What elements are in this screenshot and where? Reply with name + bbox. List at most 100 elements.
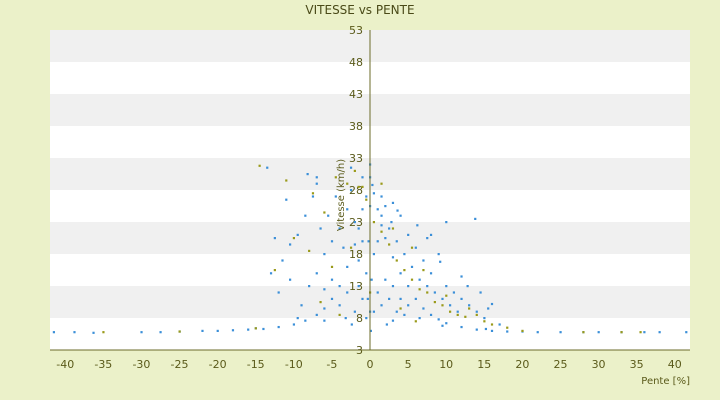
data-point xyxy=(414,320,417,323)
data-point xyxy=(102,331,105,334)
data-point xyxy=(449,304,452,307)
data-point xyxy=(399,307,402,310)
data-point xyxy=(449,310,452,313)
data-point xyxy=(346,182,349,185)
data-point xyxy=(350,323,353,326)
data-point xyxy=(582,331,585,334)
data-point xyxy=(433,291,436,294)
x-tick-label: -30 xyxy=(132,358,150,371)
data-point xyxy=(490,329,494,332)
x-tick-label: -35 xyxy=(94,358,112,371)
data-point xyxy=(484,327,488,331)
data-point xyxy=(315,182,318,185)
data-point xyxy=(391,256,395,259)
y-tick-label: 43 xyxy=(349,88,363,101)
data-point xyxy=(391,227,395,230)
x-tick-label: 40 xyxy=(668,358,682,371)
data-point xyxy=(445,322,448,325)
data-point xyxy=(475,313,478,316)
data-point xyxy=(285,198,288,201)
data-point xyxy=(422,307,425,310)
x-tick-label: -5 xyxy=(326,358,337,371)
data-point xyxy=(372,221,376,224)
data-point xyxy=(521,329,524,332)
data-point xyxy=(315,313,318,316)
data-point xyxy=(643,331,646,334)
data-point xyxy=(159,331,162,334)
data-point xyxy=(391,319,395,322)
data-point xyxy=(311,195,315,198)
data-point xyxy=(365,317,368,320)
data-point xyxy=(468,304,471,307)
data-point xyxy=(361,176,364,179)
data-point xyxy=(414,297,417,300)
data-point xyxy=(403,313,406,316)
data-point xyxy=(372,310,376,313)
data-point xyxy=(376,291,379,294)
data-point xyxy=(456,310,459,313)
data-point xyxy=(384,205,387,208)
data-point xyxy=(437,253,440,256)
data-point xyxy=(353,221,356,224)
data-point xyxy=(620,331,623,334)
data-point xyxy=(308,285,311,288)
data-point xyxy=(395,259,398,262)
data-point xyxy=(361,208,364,211)
y-axis-title: Vitesse (km/h) xyxy=(336,159,347,231)
y-tick-label: 23 xyxy=(349,216,363,229)
data-point xyxy=(475,328,478,331)
data-point xyxy=(658,331,661,334)
data-point xyxy=(52,331,56,334)
data-point xyxy=(292,237,296,240)
data-point xyxy=(441,304,444,307)
data-point xyxy=(396,209,399,212)
x-tick-label: 10 xyxy=(439,358,453,371)
data-point xyxy=(334,176,337,179)
data-point xyxy=(73,331,76,334)
data-point xyxy=(464,315,467,318)
data-point xyxy=(334,195,337,198)
data-point xyxy=(380,304,383,307)
data-point xyxy=(330,265,334,268)
data-point xyxy=(391,201,395,204)
x-tick-label: 30 xyxy=(592,358,606,371)
data-point xyxy=(380,230,383,233)
data-point xyxy=(380,224,383,227)
data-point xyxy=(380,214,383,217)
x-tick-label: 25 xyxy=(553,358,567,371)
data-point xyxy=(349,246,353,249)
data-point xyxy=(140,331,143,334)
data-point xyxy=(330,297,334,300)
data-point xyxy=(466,285,469,288)
data-point xyxy=(315,176,318,179)
data-point xyxy=(269,272,273,275)
y-tick-label: 18 xyxy=(349,248,363,261)
x-tick-label: 15 xyxy=(477,358,491,371)
data-point xyxy=(273,237,276,240)
data-point xyxy=(445,285,448,288)
data-point xyxy=(418,288,421,291)
data-point xyxy=(506,326,509,329)
data-point xyxy=(429,272,433,275)
data-point xyxy=(437,318,440,321)
data-point xyxy=(281,259,284,262)
data-point xyxy=(361,297,364,300)
data-point xyxy=(353,243,356,246)
chart-title: VITESSE vs PENTE xyxy=(305,3,414,17)
data-point xyxy=(479,291,482,294)
data-point xyxy=(639,331,642,334)
data-point xyxy=(258,164,261,167)
data-point xyxy=(266,166,269,169)
data-point xyxy=(296,233,299,236)
data-point xyxy=(323,307,326,310)
data-point xyxy=(490,323,494,326)
data-point xyxy=(418,278,421,281)
data-point xyxy=(292,323,296,326)
data-point xyxy=(361,185,364,188)
data-point xyxy=(304,214,307,217)
data-point xyxy=(399,297,402,300)
data-point xyxy=(338,285,341,288)
data-point xyxy=(300,304,303,307)
data-point xyxy=(416,224,419,227)
